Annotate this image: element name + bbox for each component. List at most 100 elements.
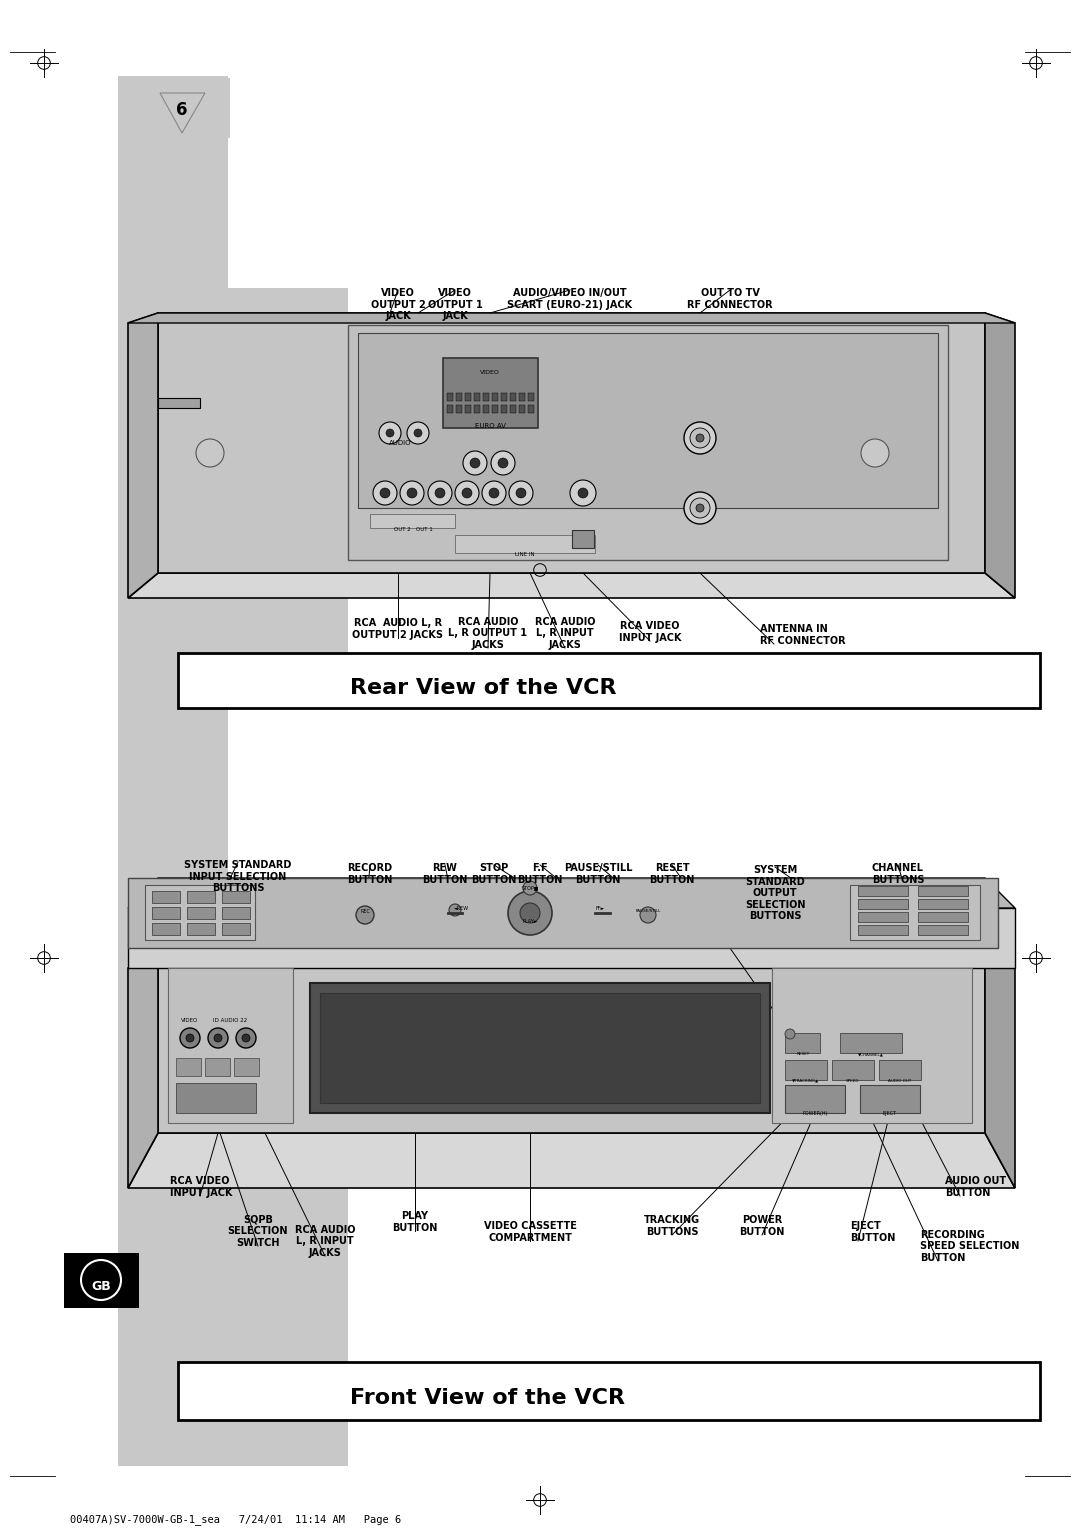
Bar [456,405,462,413]
Circle shape [684,492,716,524]
Bar [118,287,348,707]
Text: SQPB
SELECTION
SWITCH: SQPB SELECTION SWITCH [228,1215,288,1248]
Bar [118,946,348,1465]
Bar [858,924,908,935]
Bar [483,393,489,400]
Text: STOP■: STOP■ [522,885,539,889]
Bar [370,513,455,529]
Bar [205,1057,230,1076]
Circle shape [428,481,453,504]
Polygon shape [985,947,1015,1187]
Text: RECORD
BUTTON: RECORD BUTTON [348,863,393,885]
Bar [858,886,908,895]
Text: 6: 6 [176,101,188,119]
Bar [510,405,516,413]
Circle shape [195,439,224,468]
Circle shape [449,905,461,915]
Bar [918,886,968,895]
Bar [447,405,453,413]
Text: RCA AUDIO
L, R INPUT
JACKS: RCA AUDIO L, R INPUT JACKS [535,617,595,649]
Bar [918,898,968,909]
Bar [858,912,908,921]
Text: EJECT
BUTTON: EJECT BUTTON [850,1221,895,1242]
Text: VIDEO CASSETTE
COMPARTMENT: VIDEO CASSETTE COMPARTMENT [484,1221,577,1242]
Circle shape [214,1034,222,1042]
Circle shape [690,428,710,448]
Circle shape [696,504,704,512]
Circle shape [509,481,534,504]
Circle shape [386,429,394,437]
Bar [510,393,516,400]
Circle shape [462,487,472,498]
Bar [474,405,480,413]
Text: RCA  AUDIO L, R
OUTPUT 2 JACKS: RCA AUDIO L, R OUTPUT 2 JACKS [352,619,444,640]
Bar [879,1060,921,1080]
Text: RCA VIDEO
INPUT JACK: RCA VIDEO INPUT JACK [619,622,681,643]
Text: ID AUDIO 22: ID AUDIO 22 [213,1018,247,1024]
Polygon shape [985,313,1015,597]
Bar [187,923,215,935]
Circle shape [578,487,588,498]
Circle shape [407,422,429,445]
Bar [178,652,1040,707]
Bar [64,1253,139,1308]
Bar [118,76,228,1465]
Circle shape [455,481,480,504]
Text: RESET
BUTTON: RESET BUTTON [649,863,694,885]
Bar [455,535,595,553]
Circle shape [516,487,526,498]
Circle shape [237,1028,256,1048]
Text: AUDIO OUT: AUDIO OUT [889,1079,912,1083]
Text: AUDIO/VIDEO IN/OUT
SCART (EURO-21) JACK: AUDIO/VIDEO IN/OUT SCART (EURO-21) JACK [508,287,633,310]
Circle shape [684,422,716,454]
Bar [152,891,180,903]
Text: SYSTEM STANDARD
INPUT SELECTION
BUTTONS: SYSTEM STANDARD INPUT SELECTION BUTTONS [185,860,292,894]
Bar [850,885,980,940]
Circle shape [414,429,422,437]
Text: ▼TRACKING▲: ▼TRACKING▲ [793,1079,820,1083]
Circle shape [690,498,710,518]
Bar [474,393,480,400]
Polygon shape [158,947,985,1132]
Bar [456,393,462,400]
Bar [152,923,180,935]
Text: GB: GB [91,1280,111,1294]
Bar [918,912,968,921]
Bar [129,879,998,947]
Circle shape [523,882,537,895]
Bar [465,393,471,400]
Circle shape [785,1028,795,1039]
Text: REC: REC [360,909,370,914]
Circle shape [570,480,596,506]
Bar [348,325,948,559]
Text: Front View of the VCR: Front View of the VCR [350,1387,625,1407]
Circle shape [180,1028,200,1048]
Polygon shape [158,313,985,573]
Text: RCA VIDEO
INPUT JACK: RCA VIDEO INPUT JACK [170,1177,232,1198]
Text: REW
BUTTON: REW BUTTON [422,863,468,885]
Bar [785,1085,845,1112]
Circle shape [242,1034,249,1042]
Bar [528,393,534,400]
Bar [501,393,507,400]
Text: SYSTEM
STANDARD
OUTPUT
SELECTION
BUTTONS: SYSTEM STANDARD OUTPUT SELECTION BUTTONS [745,865,806,921]
Text: VIDEO
OUTPUT 1
JACK: VIDEO OUTPUT 1 JACK [428,287,483,321]
Bar [492,405,498,413]
Circle shape [407,487,417,498]
Text: EJECT: EJECT [883,1111,897,1115]
Text: PAUSE/STILL
BUTTON: PAUSE/STILL BUTTON [564,863,632,885]
Bar [519,393,525,400]
Circle shape [508,891,552,935]
Circle shape [861,439,889,468]
Bar [785,1060,827,1080]
Bar [234,1057,259,1076]
Polygon shape [129,313,158,597]
Text: Rear View of the VCR: Rear View of the VCR [350,678,617,698]
Bar [519,405,525,413]
Circle shape [491,451,515,475]
Circle shape [463,451,487,475]
Bar [483,405,489,413]
Circle shape [435,487,445,498]
Bar [465,405,471,413]
Text: LINE IN: LINE IN [515,552,535,558]
